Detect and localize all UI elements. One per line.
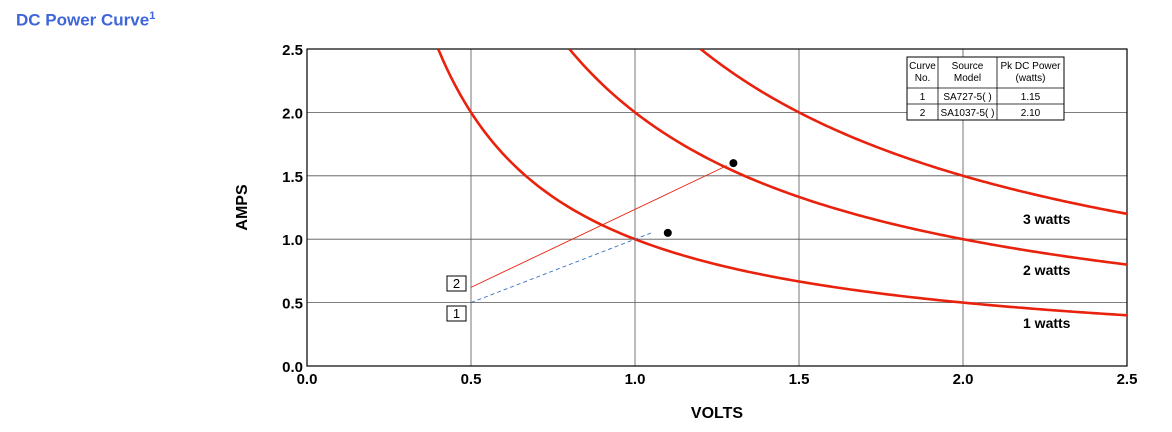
y-tick-label: 2.0 (282, 105, 303, 122)
y-tick-label: 0.5 (282, 296, 303, 313)
legend-table-cell: 2 (920, 108, 926, 119)
load-line-marker-box-1 (446, 305, 467, 322)
legend-table-cell: SA1037-5( ) (941, 108, 995, 119)
y-tick-label: 1.5 (282, 169, 303, 186)
x-axis-label: VOLTS (691, 405, 743, 422)
legend-table-header: Model (954, 73, 981, 84)
legend-table (906, 56, 1065, 121)
x-tick-label: 2.5 (1117, 371, 1138, 388)
power-curve-2w (568, 49, 1127, 266)
plot-frame (306, 48, 1128, 367)
chart-title-text: DC Power Curve (16, 10, 150, 30)
curve-label-1w: 1 watts (1023, 315, 1071, 331)
x-tick-label: 0.0 (297, 371, 318, 388)
operating-point (729, 159, 738, 168)
legend-table-cell: SA727-5( ) (943, 92, 991, 103)
curve-label-2w: 2 watts (1023, 262, 1071, 278)
legend-table-header: Curve (909, 61, 936, 72)
power-curve-1w (437, 49, 1127, 317)
power-curve-3w (699, 49, 1127, 216)
x-tick-label: 1.5 (789, 371, 810, 388)
x-tick-label: 1.0 (625, 371, 646, 388)
legend-table-header: (watts) (1016, 73, 1046, 84)
y-tick-label: 1.0 (282, 232, 303, 249)
x-tick-label: 2.0 (953, 371, 974, 388)
x-tick-label: 0.5 (461, 371, 482, 388)
load-line-marker-2: 2 (453, 276, 460, 291)
operating-point (663, 228, 672, 237)
curve-label-3w: 3 watts (1023, 211, 1071, 227)
y-axis-label: AMPS (234, 184, 251, 231)
legend-table-cell: 2.10 (1021, 108, 1041, 119)
load-line-1 (470, 232, 652, 304)
load-line-marker-1: 1 (453, 306, 460, 321)
chart-title: DC Power Curve1 (16, 10, 155, 31)
title-superscript: 1 (149, 10, 156, 22)
legend-table-header: Source (952, 61, 984, 72)
y-tick-label: 0.0 (282, 359, 303, 376)
y-tick-label: 2.5 (282, 42, 303, 59)
load-line-marker-box-2 (446, 275, 467, 292)
legend-table-cell: 1.15 (1021, 92, 1041, 103)
legend-table-header: No. (915, 73, 931, 84)
load-line-2 (470, 165, 728, 288)
legend-table-header: Pk DC Power (1000, 61, 1061, 72)
legend-table-cell: 1 (920, 92, 926, 103)
